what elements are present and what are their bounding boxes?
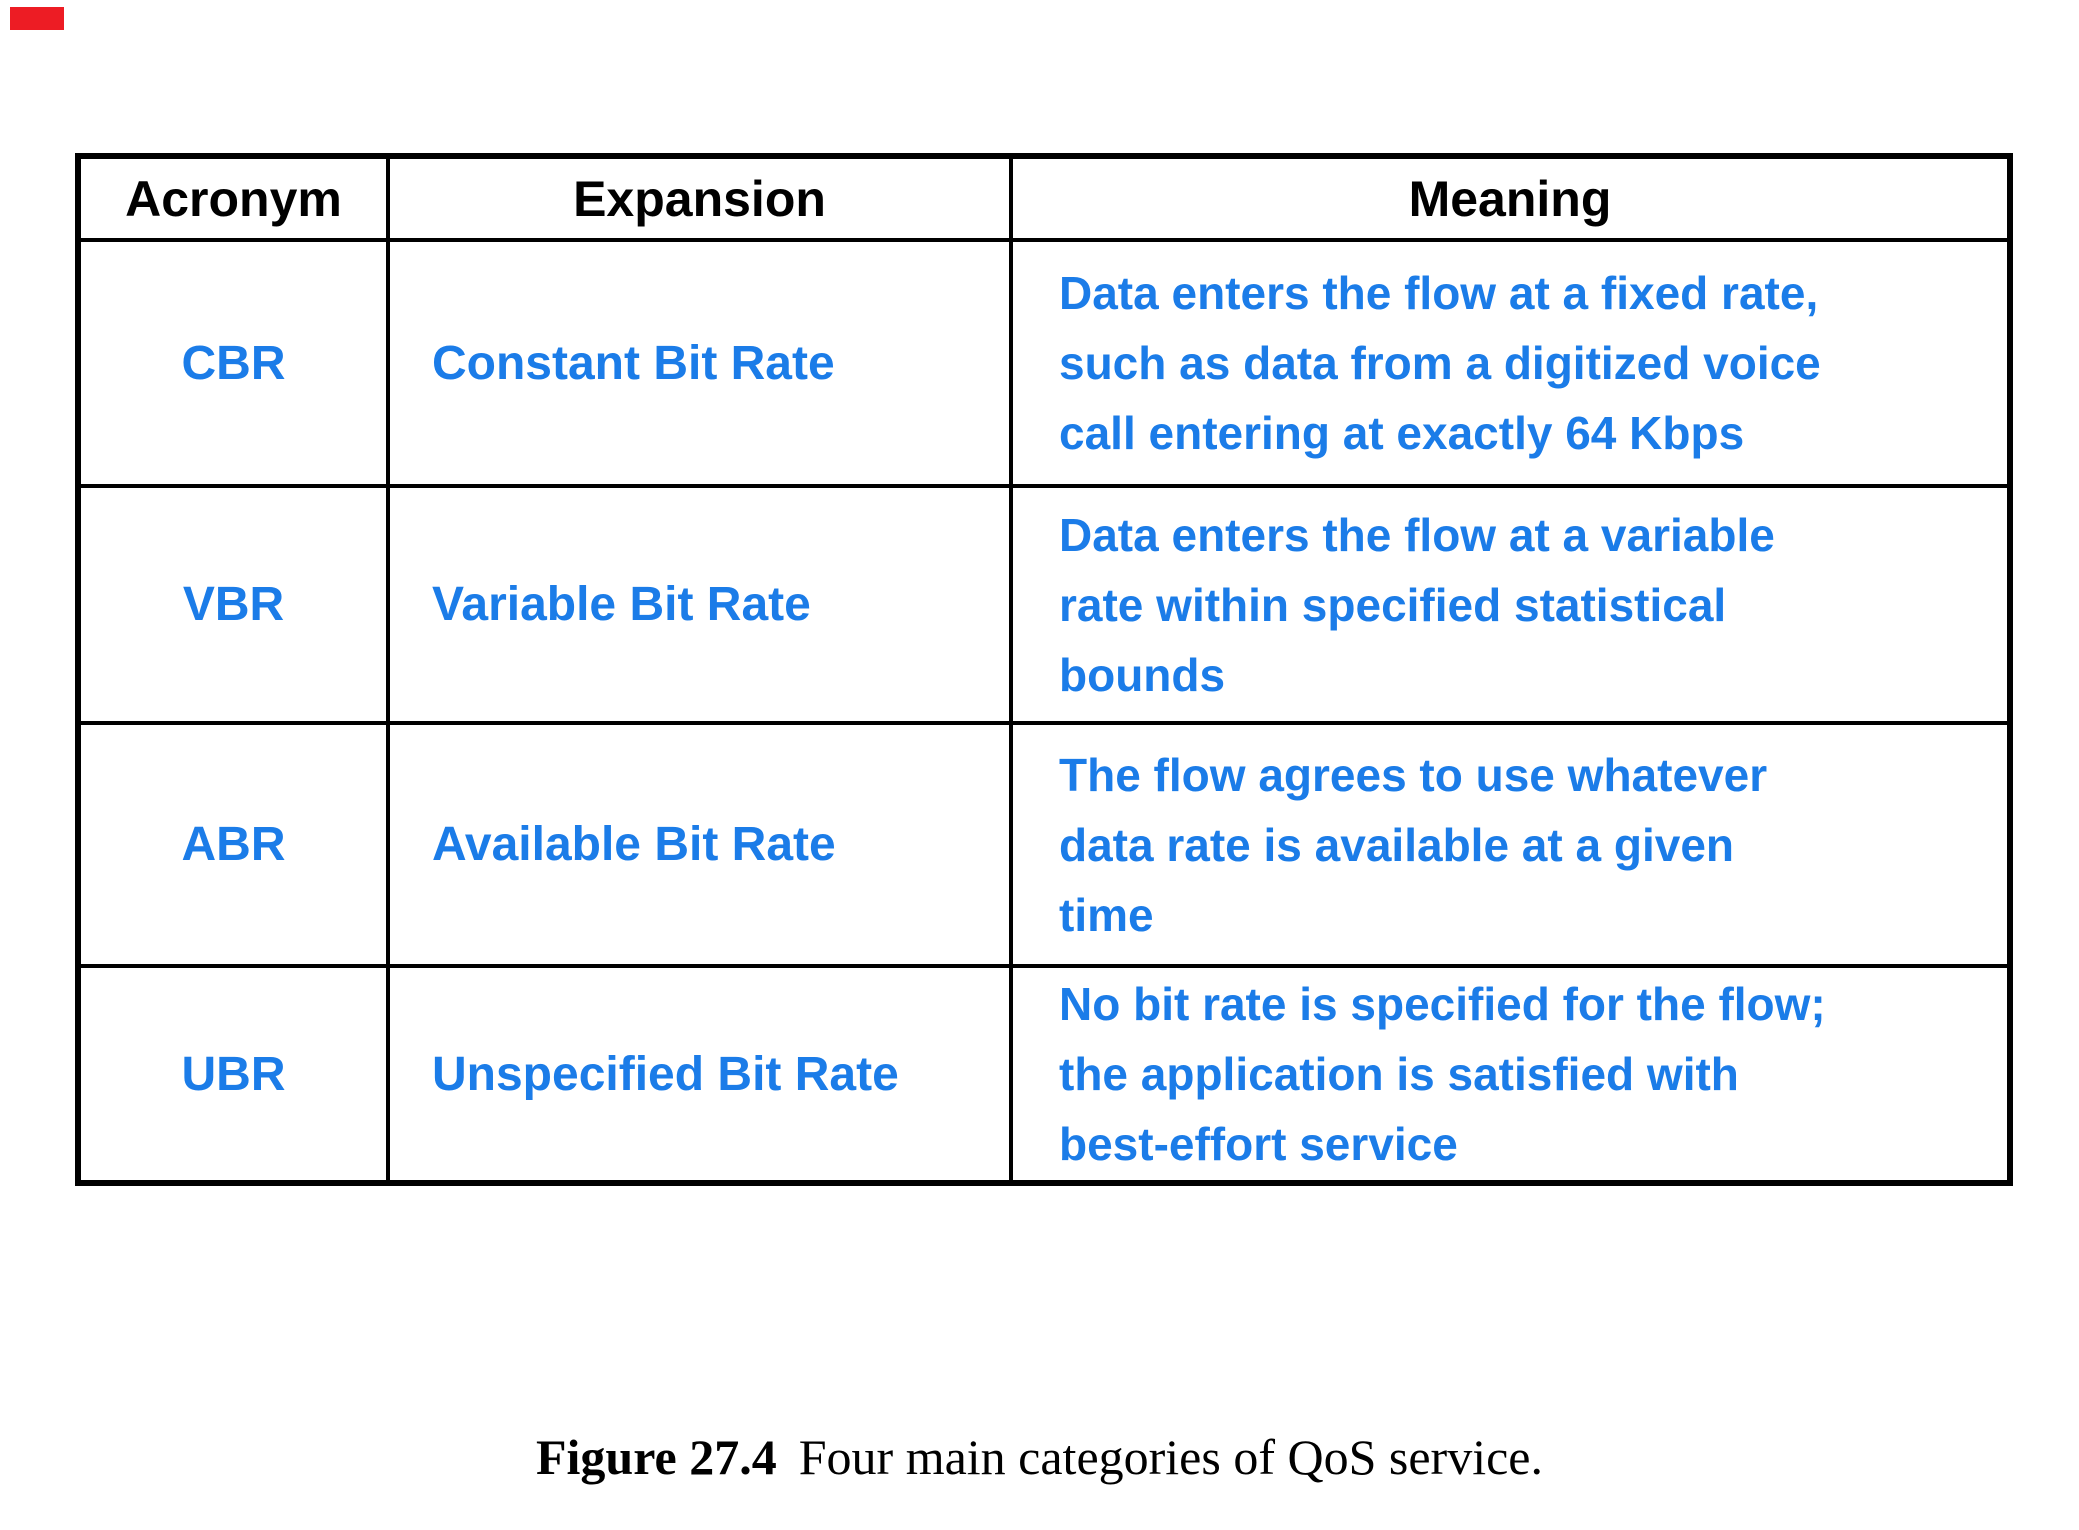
- column-header-meaning: Meaning: [1009, 154, 2012, 242]
- meaning-cell: The flow agrees to use whatever data rat…: [1009, 721, 2012, 968]
- column-header-acronym: Acronym: [76, 154, 390, 242]
- expansion-cell: Variable Bit Rate: [386, 484, 1013, 725]
- figure-caption: Figure 27.4 Four main categories of QoS s…: [0, 1428, 2079, 1486]
- meaning-cell: Data enters the flow at a variable rate …: [1009, 484, 2012, 725]
- figure-caption-text: Four main categories of QoS service.: [798, 1429, 1543, 1485]
- acronym-cell: UBR: [76, 964, 390, 1185]
- expansion-cell: Available Bit Rate: [386, 721, 1013, 968]
- table-row-ubr: UBR Unspecified Bit Rate No bit rate is …: [76, 964, 2012, 1185]
- acronym-cell: CBR: [76, 238, 390, 488]
- expansion-cell: Constant Bit Rate: [386, 238, 1013, 488]
- qos-categories-table: Acronym Expansion Meaning CBR Constant B…: [75, 153, 2013, 1186]
- table-row-cbr: CBR Constant Bit Rate Data enters the fl…: [76, 238, 2012, 488]
- figure-caption-label: Figure 27.4: [536, 1429, 777, 1485]
- meaning-cell: No bit rate is specified for the flow; t…: [1009, 964, 2012, 1185]
- acronym-cell: ABR: [76, 721, 390, 968]
- meaning-cell: Data enters the flow at a fixed rate, su…: [1009, 238, 2012, 488]
- acronym-cell: VBR: [76, 484, 390, 725]
- column-header-expansion: Expansion: [386, 154, 1013, 242]
- table-row-vbr: VBR Variable Bit Rate Data enters the fl…: [76, 484, 2012, 725]
- red-corner-mark: [10, 7, 64, 30]
- expansion-cell: Unspecified Bit Rate: [386, 964, 1013, 1185]
- table-row-abr: ABR Available Bit Rate The flow agrees t…: [76, 721, 2012, 968]
- table-header-row: Acronym Expansion Meaning: [76, 154, 2012, 242]
